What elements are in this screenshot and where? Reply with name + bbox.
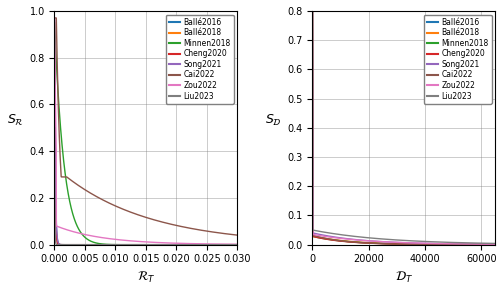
Legend: Ballé2016, Ballé2018, Minnen2018, Cheng2020, Song2021, Cai2022, Zou2022, Liu2023: Ballé2016, Ballé2018, Minnen2018, Cheng2…: [424, 15, 491, 104]
Y-axis label: $S_\mathcal{D}$: $S_\mathcal{D}$: [265, 113, 282, 128]
Y-axis label: $S_\mathcal{R}$: $S_\mathcal{R}$: [7, 113, 24, 128]
Legend: Ballé2016, Ballé2018, Minnen2018, Cheng2020, Song2021, Cai2022, Zou2022, Liu2023: Ballé2016, Ballé2018, Minnen2018, Cheng2…: [166, 15, 233, 104]
X-axis label: $\mathcal{R}_T$: $\mathcal{R}_T$: [137, 270, 155, 285]
X-axis label: $\mathcal{D}_T$: $\mathcal{D}_T$: [395, 270, 413, 285]
